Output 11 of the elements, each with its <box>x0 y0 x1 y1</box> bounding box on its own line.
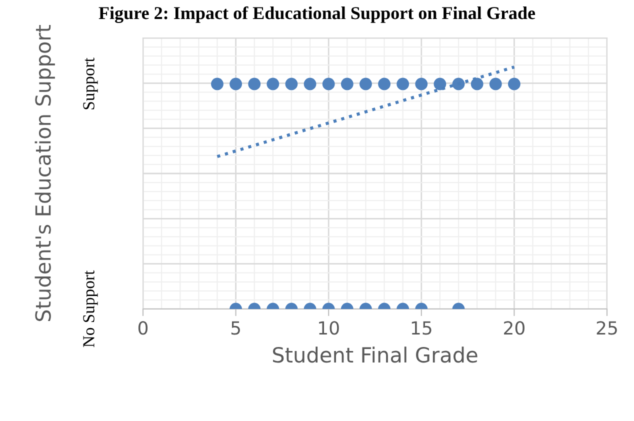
x-tick-label: 20 <box>504 321 524 335</box>
x-tick-label: 0 <box>138 321 148 335</box>
x-tick-label: 10 <box>319 321 339 335</box>
chart-title: Figure 2: Impact of Educational Support on Final Grade <box>98 6 536 24</box>
x-tick-label: 25 <box>596 321 617 335</box>
text: No Support <box>83 270 98 348</box>
x-tick-label: 15 <box>412 321 432 335</box>
y-axis-title: Student's Education Support <box>34 25 55 322</box>
x-axis-title: Student Final Grade <box>272 346 478 363</box>
text: Support <box>83 58 98 110</box>
x-tick-label: 5 <box>231 321 240 335</box>
